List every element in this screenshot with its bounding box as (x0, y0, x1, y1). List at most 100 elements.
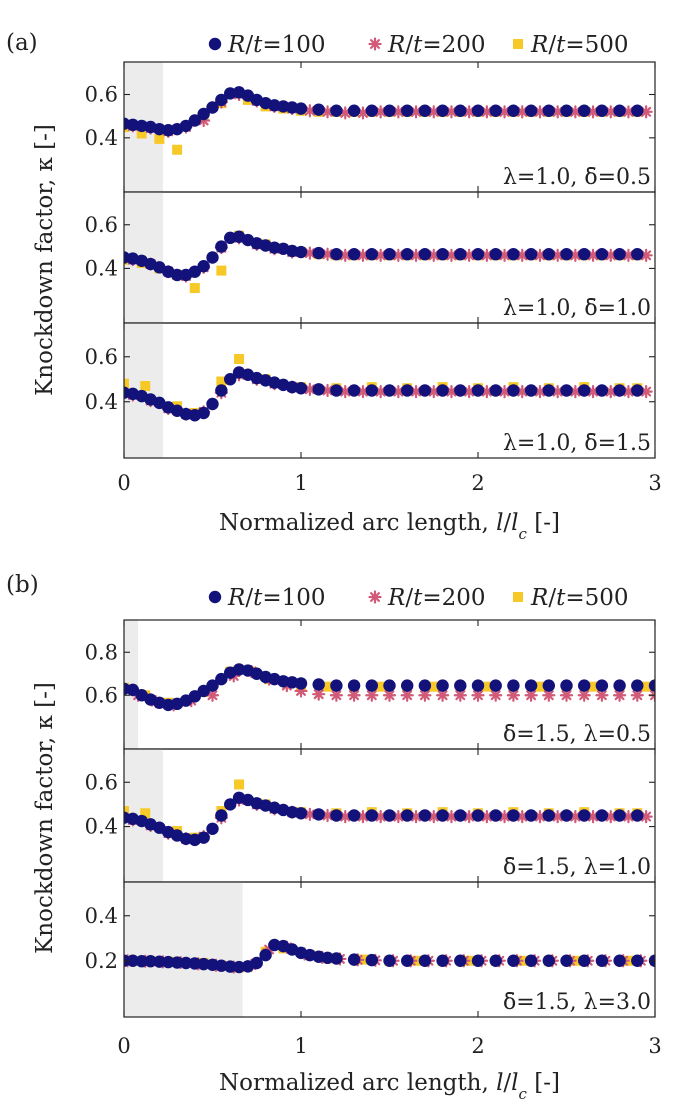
data-point (436, 809, 449, 822)
data-point (383, 809, 396, 822)
data-point (312, 246, 325, 260)
data-point (436, 954, 449, 967)
data-point (365, 384, 378, 397)
data-point (365, 104, 378, 117)
legend-entry: R/t=500 (530, 585, 629, 611)
data-point (294, 807, 308, 820)
data-point (631, 679, 644, 692)
legend-marker (208, 590, 222, 604)
data-point (578, 384, 591, 397)
data-point (542, 679, 555, 692)
data-point (560, 248, 573, 261)
data-point (542, 809, 555, 822)
data-point (471, 809, 485, 822)
subplot-annotation: λ=1.0, δ̄=1.5 (503, 431, 651, 456)
data-point (172, 144, 183, 155)
data-point (641, 681, 652, 692)
data-point (418, 954, 432, 967)
data-point (215, 384, 228, 397)
data-point (365, 953, 378, 967)
data-point (489, 384, 502, 397)
data-point (347, 809, 361, 822)
data-point (312, 687, 326, 701)
data-point (294, 245, 308, 259)
data-point (436, 384, 449, 397)
data-point (250, 956, 263, 970)
data-point (330, 952, 343, 965)
data-point (153, 955, 166, 968)
data-point (383, 248, 396, 261)
data-point (471, 104, 485, 117)
data-point (578, 809, 591, 822)
data-point (613, 679, 626, 692)
y-tick-label: 0.6 (85, 683, 118, 707)
data-point (234, 354, 245, 364)
data-point (524, 809, 538, 822)
panel-a: (a) R/t=100 R/t=200 R/t=500 0.4 0.6 λ=1.0, δ̄=… (6, 30, 669, 543)
data-point (560, 384, 573, 397)
data-point (383, 104, 396, 117)
data-point (658, 386, 669, 397)
data-point (613, 384, 626, 397)
data-point (524, 679, 538, 692)
data-point (401, 809, 414, 822)
data-point (140, 381, 151, 391)
data-point (524, 384, 538, 397)
data-point (312, 383, 325, 396)
data-point (613, 248, 626, 261)
data-point (454, 809, 467, 822)
data-point (524, 954, 538, 967)
data-point (144, 955, 157, 968)
axes-frame (123, 322, 656, 459)
data-point (436, 248, 449, 261)
data-point (321, 951, 334, 965)
data-point (224, 798, 237, 811)
data-point (383, 679, 396, 692)
legend-marker (368, 590, 382, 604)
data-point (135, 955, 148, 968)
data-point (507, 104, 520, 117)
data-point (215, 809, 228, 822)
data-point (418, 248, 432, 261)
data-point (542, 104, 555, 117)
data-point (383, 384, 396, 397)
data-point (347, 248, 361, 261)
data-point (454, 248, 467, 261)
data-point (489, 679, 502, 692)
data-point (542, 384, 555, 397)
data-point (578, 954, 591, 967)
data-point (658, 250, 669, 261)
data-point (365, 248, 378, 261)
subplot: 0.4 0.6 λ=1.0, δ̄=0.5 (85, 61, 656, 193)
subplot: 0.4 0.6 λ=1.0, δ̄=1.0 (85, 191, 669, 324)
data-point (330, 809, 343, 822)
data-point (162, 955, 175, 969)
panel-label: (b) (6, 572, 39, 598)
data-point (524, 248, 538, 261)
data-point (481, 681, 492, 692)
data-point (126, 954, 140, 967)
data-point (471, 384, 485, 397)
data-layer (124, 663, 655, 712)
x-tick-label: 3 (648, 471, 661, 495)
data-point (401, 248, 414, 261)
data-point (224, 373, 237, 386)
data-point (124, 378, 129, 389)
data-point (154, 133, 165, 144)
x-tick-label: 2 (471, 471, 484, 495)
data-point (197, 107, 210, 121)
data-point (347, 679, 361, 692)
data-point (347, 104, 361, 117)
data-point (206, 679, 219, 692)
legend: R/t=100 R/t=200 R/t=500 (208, 32, 629, 58)
data-point (454, 679, 467, 692)
data-point (489, 954, 502, 967)
y-axis-label: Knockdown factor, κ [-] (32, 124, 58, 396)
subplot-annotation: δ̄=1.5, λ=1.0 (503, 855, 651, 880)
legend-entry: R/t=100 (227, 32, 326, 58)
data-point (347, 688, 361, 702)
y-tick-label: 0.6 (85, 213, 118, 237)
subplot: 0.2 0.4 δ̄=1.5, λ=3.0 (85, 881, 656, 1018)
data-point (322, 681, 333, 692)
